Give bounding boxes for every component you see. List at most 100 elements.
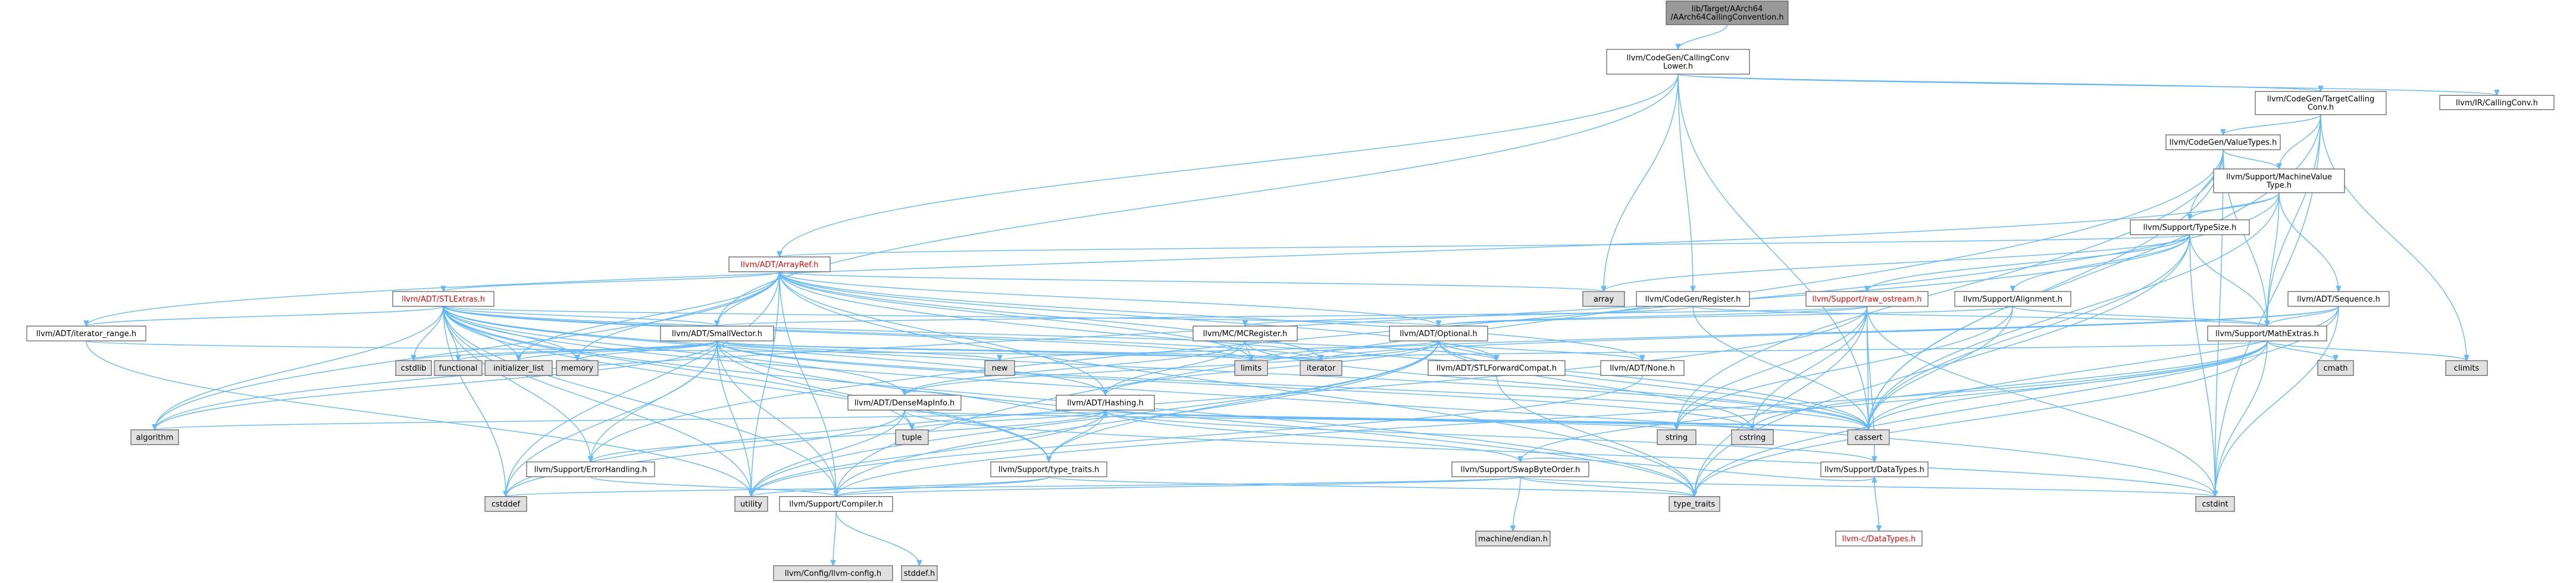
node-label: Type.h	[2266, 181, 2292, 190]
node-stddef: stddef.h	[901, 565, 938, 581]
node-cmath: cmath	[2317, 360, 2354, 376]
node-new: new	[984, 360, 1015, 376]
node-label: llvm/Config/llvm-config.h	[785, 569, 881, 578]
edge-opt-to-dmi	[902, 340, 1439, 396]
node-label: llvm/CodeGen/TargetCalling	[2267, 95, 2375, 104]
node-label: tuple	[902, 434, 922, 443]
node-array: array	[1582, 291, 1625, 307]
node-stl[interactable]: llvm/ADT/STLExtras.h	[392, 291, 494, 307]
node-label: llvm/Support/MathExtras.h	[2215, 330, 2319, 338]
edge-ts-to-rawos	[1864, 234, 2190, 293]
node-cdt[interactable]: llvm-c/DataTypes.h	[1835, 531, 1923, 547]
edge-seq-to-me	[2264, 306, 2339, 327]
edge-hash-to-eh	[587, 410, 1106, 463]
edge-mvt-to-ts	[2187, 192, 2280, 221]
edge-eh-to-comp	[590, 476, 839, 497]
edge-rawos-to-cassert	[1866, 306, 1871, 431]
node-ar[interactable]: llvm/ADT/ArrayRef.h	[728, 256, 831, 272]
edge-hash-to-stt	[1046, 410, 1106, 463]
node-cstdint: cstdint	[2195, 496, 2235, 512]
edge-ccl-to-cassert	[1677, 74, 1871, 431]
node-label: llvm/Support/SwapByteOrder.h	[1461, 465, 1580, 474]
node-label: llvm/ADT/STLExtras.h	[402, 295, 485, 304]
node-me[interactable]: llvm/Support/MathExtras.h	[2207, 325, 2327, 341]
edge-opt-to-stlfc	[1438, 340, 1500, 362]
node-label: new	[992, 364, 1008, 373]
node-string: string	[1657, 429, 1697, 446]
node-label: llvm/MC/MCRegister.h	[1203, 330, 1288, 338]
edge-rawos-to-opt	[1435, 306, 1868, 327]
node-ts[interactable]: llvm/Support/TypeSize.h	[2130, 219, 2250, 236]
edge-sbo-to-tt	[1520, 476, 1698, 497]
node-cassert: cassert	[1847, 429, 1890, 446]
node-hash[interactable]: llvm/ADT/Hashing.h	[1056, 394, 1155, 410]
edge-hash-to-tuple	[909, 409, 1106, 431]
edge-cvt-to-mvt	[2223, 149, 2282, 170]
edge-opt-to-none	[1438, 340, 1645, 362]
edge-sbo-to-comp	[833, 476, 1521, 497]
edge-opt-to-new	[997, 340, 1439, 362]
node-sbo[interactable]: llvm/Support/SwapByteOrder.h	[1451, 461, 1589, 478]
edge-ccl-to-tcc	[1677, 73, 2324, 92]
node-cstddef: cstddef	[484, 496, 527, 512]
edge-mcreg-to-cassert	[1244, 340, 1871, 431]
node-dt[interactable]: llvm/Support/DataTypes.h	[1820, 461, 1929, 478]
edge-ts-to-tt	[1691, 234, 2190, 497]
node-label: llvm/CodeGen/ValueTypes.h	[2170, 139, 2277, 148]
node-cvt[interactable]: llvm/CodeGen/ValueTypes.h	[2165, 134, 2281, 151]
node-label: cstring	[1739, 434, 1766, 443]
graph-edges	[83, 24, 2500, 567]
node-label: llvm/Support/TypeSize.h	[2143, 224, 2237, 233]
edge-rawos-to-sv	[714, 306, 1868, 327]
node-eh[interactable]: llvm/Support/ErrorHandling.h	[526, 461, 655, 478]
node-mcreg[interactable]: llvm/MC/MCRegister.h	[1192, 325, 1298, 341]
node-il: initializer_list	[484, 360, 553, 376]
node-cfg: llvm/Config/llvm-config.h	[773, 565, 893, 581]
node-sv[interactable]: llvm/ADT/SmallVector.h	[660, 325, 774, 341]
node-dmi[interactable]: llvm/ADT/DenseMapInfo.h	[847, 394, 962, 410]
node-label: utility	[740, 500, 762, 509]
node-seq[interactable]: llvm/ADT/Sequence.h	[2287, 291, 2390, 307]
node-none[interactable]: llvm/ADT/None.h	[1600, 360, 1685, 376]
node-align[interactable]: llvm/Support/Alignment.h	[1954, 291, 2071, 307]
node-tuple: tuple	[895, 429, 929, 446]
node-label: llvm/ADT/DenseMapInfo.h	[855, 399, 954, 408]
node-label: Lower.h	[1663, 62, 1693, 71]
node-limits: limits	[1234, 360, 1268, 376]
edge-sv-to-il	[515, 340, 718, 362]
node-label: cstdlib	[401, 364, 427, 373]
edge-me-to-limits	[1248, 340, 2268, 362]
edge-cvt-to-comp	[833, 149, 2224, 497]
edge-align-to-opt	[1435, 306, 2014, 327]
node-label: llvm-c/DataTypes.h	[1842, 535, 1916, 544]
node-comp[interactable]: llvm/Support/Compiler.h	[779, 496, 893, 512]
node-irc[interactable]: llvm/IR/CallingConv.h	[2439, 95, 2555, 111]
edge-sv-to-memory	[574, 340, 718, 362]
node-label: cmath	[2323, 364, 2347, 373]
edge-hash-to-string	[1104, 409, 1680, 431]
node-itr[interactable]: llvm/ADT/iterator_range.h	[26, 325, 146, 341]
node-label: climits	[2454, 364, 2480, 373]
graph-nodes: lib/Target/AArch64/AArch64CallingConvent…	[26, 1, 2555, 581]
node-stt[interactable]: llvm/Support/type_traits.h	[990, 461, 1107, 478]
edge-me-to-tt	[1691, 341, 2268, 497]
edge-mvt-to-me	[2264, 192, 2280, 327]
node-label: iterator	[1307, 364, 1336, 373]
node-tt: type_traits	[1669, 496, 1720, 512]
edge-comp-to-cfg	[830, 511, 837, 567]
node-label: memory	[561, 364, 594, 373]
node-algorithm: algorithm	[130, 429, 179, 446]
node-reg[interactable]: llvm/CodeGen/Register.h	[1636, 291, 1750, 307]
edge-reg-to-mcreg	[1242, 306, 1694, 327]
edge-ts-to-ar	[777, 234, 2190, 258]
node-rawos[interactable]: llvm/Support/raw_ostream.h	[1805, 291, 1929, 307]
edge-root-to-ccl	[1675, 24, 1728, 51]
node-stlfc[interactable]: llvm/ADT/STLForwardCompat.h	[1428, 360, 1566, 376]
node-label: llvm/ADT/Optional.h	[1400, 330, 1478, 338]
edge-dmi-to-utility	[748, 410, 905, 497]
node-opt[interactable]: llvm/ADT/Optional.h	[1389, 325, 1488, 341]
node-label: cstdint	[2202, 500, 2228, 509]
